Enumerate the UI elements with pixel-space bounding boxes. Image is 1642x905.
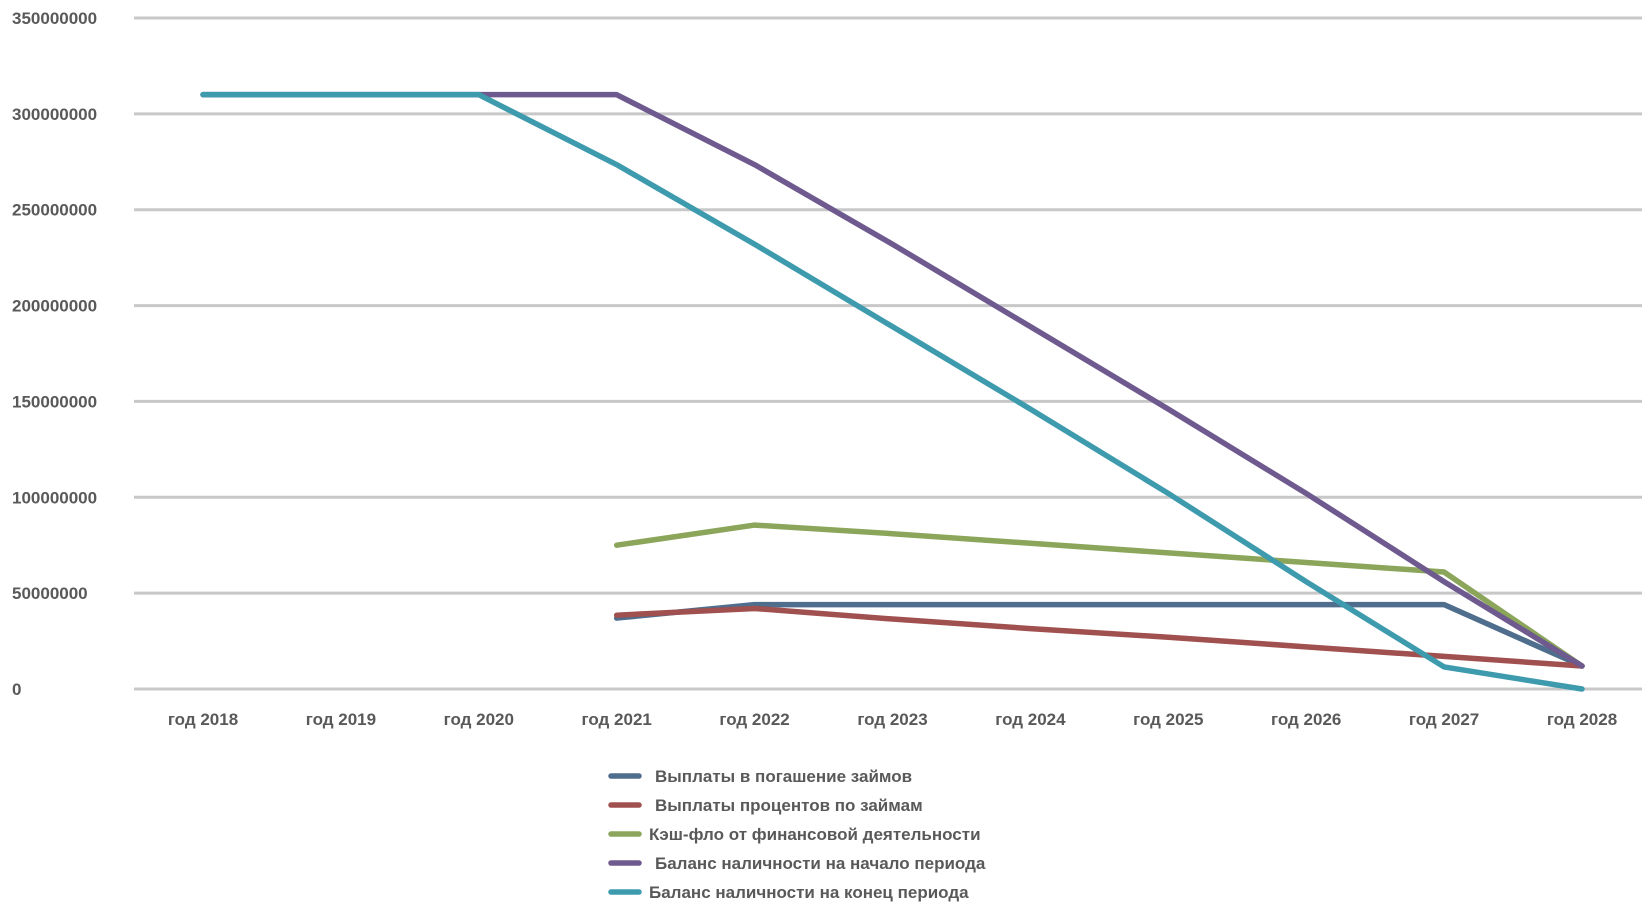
series-line-3 <box>613 522 1585 669</box>
y-tick-label: 300000000 <box>12 105 97 124</box>
y-tick-label: 150000000 <box>12 392 97 411</box>
x-tick-label: год 2018 <box>168 710 238 729</box>
x-tick-label: год 2024 <box>995 710 1066 729</box>
x-tick-label: год 2019 <box>306 710 376 729</box>
legend-label: Выплаты процентов по займам <box>655 796 923 815</box>
series-line-1 <box>613 601 1585 669</box>
series-line-2 <box>613 605 1585 669</box>
y-tick-label: 350000000 <box>12 9 97 28</box>
legend-label: Баланс наличности на конец периода <box>649 883 969 902</box>
legend-label: Баланс наличности на начало периода <box>655 854 986 873</box>
gridlines <box>134 16 1642 691</box>
series-lines <box>200 91 1585 692</box>
x-tick-label: год 2028 <box>1547 710 1617 729</box>
x-tick-label: год 2021 <box>582 710 652 729</box>
x-tick-label: год 2026 <box>1271 710 1341 729</box>
legend-label: Кэш-фло от финансовой деятельности <box>649 825 981 844</box>
y-tick-label: 50000000 <box>12 584 88 603</box>
y-axis: 0 50000000 100000000 150000000 200000000 2500… <box>12 9 97 699</box>
x-tick-label: год 2023 <box>857 710 927 729</box>
x-axis: год 2018 год 2019 год 2020 год 2021 год 2022… <box>168 710 1617 729</box>
x-tick-label: год 2022 <box>719 710 789 729</box>
x-tick-label: год 2027 <box>1409 710 1479 729</box>
x-tick-label: год 2020 <box>444 710 514 729</box>
y-tick-label: 100000000 <box>12 488 97 507</box>
x-tick-label: год 2025 <box>1133 710 1203 729</box>
y-tick-label: 200000000 <box>12 297 97 316</box>
legend-label: Выплаты в погашение займов <box>655 767 912 786</box>
series-line-5 <box>200 91 1585 692</box>
y-tick-label: 0 <box>12 680 21 699</box>
legend: Выплаты в погашение займов Выплаты процен… <box>608 767 986 902</box>
series-line-4 <box>200 91 1585 669</box>
y-tick-label: 250000000 <box>12 201 97 220</box>
